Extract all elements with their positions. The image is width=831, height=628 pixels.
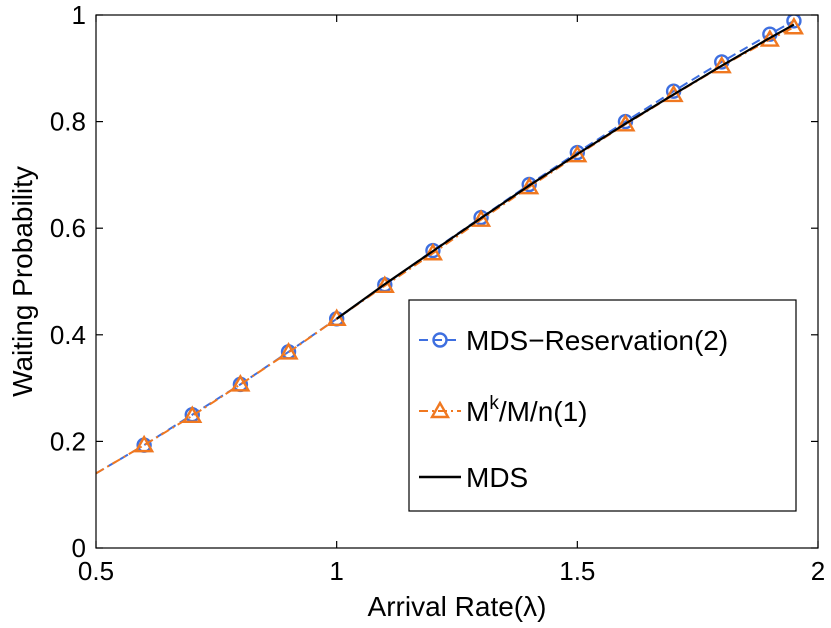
x-axis-title: Arrival Rate(λ) [368, 591, 547, 622]
data-point [230, 373, 251, 392]
legend-label-rest: /M/n(1) [499, 396, 588, 427]
series-line [96, 26, 795, 475]
data-point [567, 144, 588, 163]
legend-label-sup: k [489, 393, 499, 414]
data-point [759, 29, 780, 47]
x-tick-label: 0.5 [78, 556, 114, 586]
data-point [374, 275, 395, 293]
data-point [134, 434, 155, 453]
data-point [326, 308, 347, 327]
data-point [663, 84, 684, 103]
data-point [615, 113, 636, 132]
x-tick-label: 2 [811, 556, 825, 586]
series-line [336, 23, 795, 320]
legend-box [408, 299, 797, 512]
x-tick-label: 1.5 [559, 556, 595, 586]
data-point [786, 15, 802, 29]
y-tick-label: 0.4 [50, 320, 86, 350]
plot-area [96, 15, 805, 475]
axes: 0.5 1 1.5 2 0 0.2 0.4 0.6 0.8 1 Arrival Rate(λ) Wai… [7, 0, 825, 622]
legend-marker [432, 332, 448, 348]
legend-label-main: M [466, 396, 489, 427]
data-point [182, 405, 203, 424]
y-tick-label: 1 [72, 0, 86, 30]
axes-frame [95, 14, 819, 549]
data-point [470, 209, 492, 227]
data-point [519, 176, 540, 195]
data-point [422, 242, 444, 261]
series-1 [96, 16, 805, 475]
legend-label: MDS−Reservation(2) [466, 325, 728, 356]
legend-label: Mk/M/n(1) [466, 393, 588, 427]
data-point [711, 55, 732, 74]
y-tick-label: 0.6 [50, 213, 86, 243]
y-tick-label: 0.8 [50, 107, 86, 137]
x-tick-label: 1 [329, 556, 343, 586]
data-point [278, 341, 299, 360]
y-tick-label: 0.2 [50, 426, 86, 456]
legend-label: MDS [466, 462, 528, 493]
legend: MDS−Reservation(2) Mk/M/n(1) MDS [408, 299, 797, 512]
y-axis-title: Waiting Probability [7, 166, 38, 397]
legend-marker [429, 400, 451, 419]
y-tick-label: 0 [72, 533, 86, 563]
series-2 [336, 23, 795, 320]
